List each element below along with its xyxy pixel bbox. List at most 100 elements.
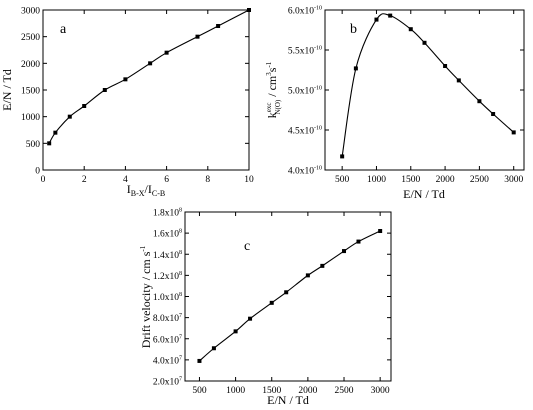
x-tick-label: 2000 — [298, 386, 317, 396]
y-tick-label: 2000 — [21, 60, 40, 70]
data-point — [422, 40, 427, 45]
data-point — [477, 99, 482, 104]
y-tick-label: 1500 — [21, 87, 40, 97]
y-tick-exponent: -10 — [314, 86, 322, 92]
x-tick-label: 500 — [192, 386, 207, 396]
y-tick-mantissa: 4.0x10 — [153, 356, 179, 366]
y-tick-exponent: -10 — [314, 166, 322, 172]
y-label-b-no: N(O) — [274, 99, 282, 114]
y-axis-label-a: E/N / Td — [0, 69, 14, 111]
data-point — [211, 346, 216, 351]
data-point — [305, 273, 310, 278]
y-ticks-c: 2.0x1074.0x1076.0x1078.0x1071.0x1081.2x1… — [153, 208, 391, 388]
panel-label-a: a — [60, 22, 67, 37]
x-tick-label: 2 — [82, 175, 87, 185]
data-point — [195, 34, 200, 39]
y-tick-label: 1.2x108 — [153, 271, 182, 282]
panel-a: 0 2 4 6 8 10 0 500 1000 1500 2000 2500 3000 a E/N /… — [0, 7, 254, 199]
y-tick-label: 0 — [35, 167, 40, 177]
y-tick-exponent: -10 — [314, 46, 322, 52]
data-point — [408, 27, 413, 32]
y-ticks-b: 4.0x10-104.5x10-105.0x10-105.5x10-106.0x… — [288, 6, 524, 177]
y-tick-mantissa: 1.2x10 — [153, 272, 179, 282]
y-tick-exponent: 7 — [179, 334, 182, 340]
y-tick-exponent: -10 — [314, 126, 322, 132]
data-point — [284, 290, 289, 295]
y-tick-label: 4.0x107 — [153, 355, 182, 366]
y-tick-exponent: 7 — [179, 313, 182, 319]
data-point — [511, 130, 516, 135]
x-axis-label-c: E/N / Td — [267, 393, 309, 407]
series-a — [47, 8, 251, 146]
x-tick-label: 2500 — [470, 175, 489, 185]
data-point — [216, 24, 221, 28]
x-tick-label: 1500 — [401, 175, 420, 185]
x-tick-label: 3000 — [504, 175, 523, 185]
y-axis-label-c: Drift velocity / cm s-1 — [139, 245, 153, 348]
plot-frame-a — [42, 9, 250, 171]
y-tick-mantissa: 1.0x10 — [153, 293, 179, 303]
y-tick-label: 6.0x10-10 — [288, 6, 322, 17]
y-tick-label: 1000 — [21, 113, 40, 123]
data-point — [353, 66, 358, 71]
data-point — [233, 329, 238, 334]
y-axis-label-b: kexcN(O) / cm3s-1 — [265, 61, 282, 118]
y-tick-label: 8.0x107 — [153, 313, 182, 324]
x-ticks-c: 500 1000 1500 2000 2500 3000 — [192, 212, 390, 396]
data-point — [269, 300, 274, 305]
y-tick-label: 1.8x108 — [153, 208, 182, 219]
y-tick-mantissa: 5.0x10 — [288, 87, 314, 97]
data-point — [443, 64, 448, 68]
series-c — [197, 229, 383, 363]
y-tick-exponent: 7 — [179, 355, 182, 361]
y-tick-exponent: 8 — [179, 250, 182, 256]
x-tick-label: 1500 — [262, 386, 281, 396]
x-tick-label: 3000 — [371, 386, 390, 396]
x-tick-label: 4 — [123, 175, 128, 185]
data-point — [47, 141, 52, 146]
y-ticks-a: 0 500 1000 1500 2000 2500 3000 — [21, 7, 249, 177]
data-point — [320, 263, 325, 268]
series-line — [341, 13, 515, 157]
y-tick-label: 5.0x10-10 — [288, 86, 322, 97]
y-tick-label: 1.6x108 — [153, 229, 182, 240]
y-tick-mantissa: 6.0x10 — [153, 335, 179, 345]
data-point — [102, 88, 107, 92]
data-point — [123, 77, 128, 82]
y-tick-mantissa: 1.6x10 — [153, 230, 179, 240]
data-point — [388, 13, 393, 18]
y-label-b-m1: -1 — [265, 61, 273, 67]
y-tick-mantissa: 4.0x10 — [288, 167, 314, 177]
y-label-c-sup: -1 — [139, 245, 147, 251]
x-tick-label: 1000 — [367, 175, 386, 185]
y-tick-exponent: -10 — [314, 6, 322, 12]
data-point — [148, 61, 153, 66]
x-ticks-b: 500 1000 1500 2000 2500 3000 — [335, 10, 523, 185]
y-tick-label: 1.4x108 — [153, 250, 182, 261]
x-tick-label: 10 — [244, 175, 254, 185]
x-ticks-a: 0 2 4 6 8 10 — [41, 10, 254, 185]
series-line — [199, 230, 381, 362]
y-label-b-s: s — [265, 67, 279, 72]
y-tick-label: 2.0x107 — [153, 377, 182, 388]
y-tick-label: 1.0x108 — [153, 292, 182, 303]
panel-c: 500 1000 1500 2000 2500 3000 2.0x1074.0x1076.… — [139, 208, 392, 407]
plot-frame-c — [184, 211, 392, 382]
y-tick-label: 5.5x10-10 — [288, 46, 322, 57]
data-point — [356, 239, 361, 244]
panel-label-c: c — [244, 239, 250, 254]
x-axis-label-b: E/N / Td — [403, 187, 445, 201]
y-label-b-3: 3 — [265, 72, 273, 76]
x-tick-label: 8 — [205, 175, 210, 185]
y-tick-exponent: 8 — [179, 208, 182, 214]
y-tick-mantissa: 5.5x10 — [288, 47, 314, 57]
x-label-a-i2: /I — [145, 182, 152, 196]
y-tick-mantissa: 6.0x10 — [288, 7, 314, 17]
data-point — [456, 78, 461, 83]
data-point — [374, 17, 379, 22]
x-tick-label: 6 — [164, 175, 169, 185]
y-tick-mantissa: 8.0x10 — [153, 314, 179, 324]
y-tick-exponent: 7 — [179, 377, 182, 383]
x-tick-label: 2000 — [436, 175, 455, 185]
data-point — [342, 249, 347, 254]
